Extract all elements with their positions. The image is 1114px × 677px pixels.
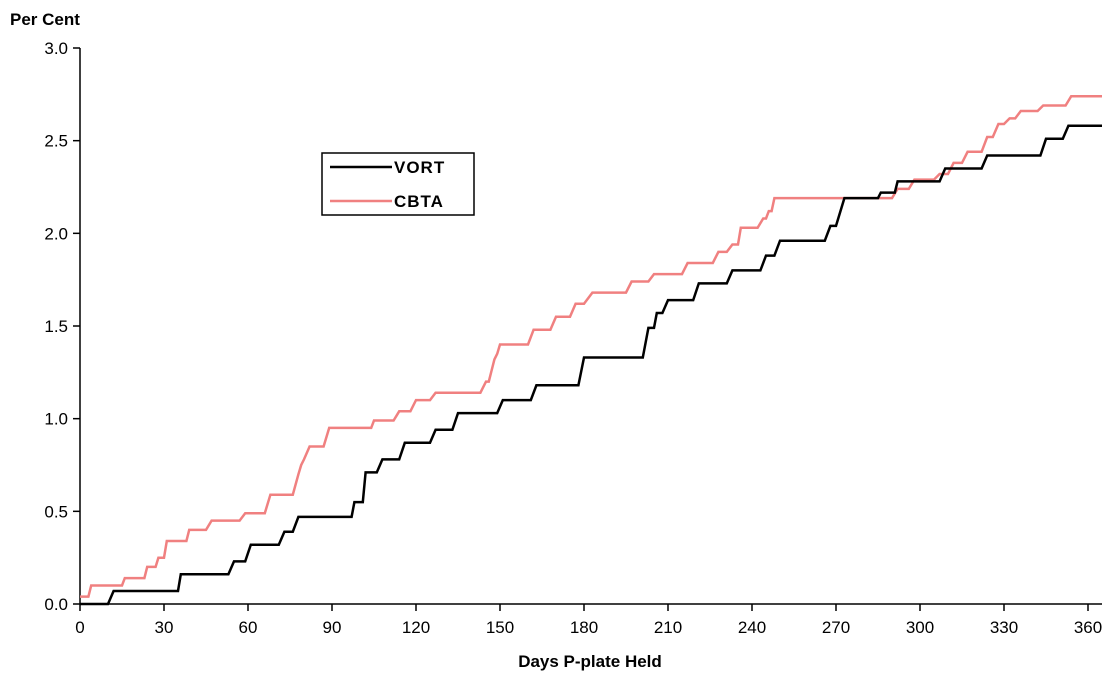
x-tick-label: 360 — [1074, 618, 1102, 637]
x-tick-label: 240 — [738, 618, 766, 637]
x-ticks: 0 30 60 90 120 150 180 210 240 270 300 330 360 — [75, 604, 1102, 637]
y-tick-label: 1.5 — [44, 317, 68, 336]
x-tick-label: 30 — [155, 618, 174, 637]
x-tick-label: 90 — [323, 618, 342, 637]
x-tick-label: 120 — [402, 618, 430, 637]
x-tick-label: 180 — [570, 618, 598, 637]
x-axis-title: Days P-plate Held — [518, 652, 662, 671]
y-tick-label: 2.0 — [44, 224, 68, 243]
x-tick-label: 0 — [75, 618, 84, 637]
legend-label-vort: VORT — [394, 158, 445, 177]
legend-box — [321, 152, 475, 216]
y-tick-label: 0.0 — [44, 595, 68, 614]
y-tick-label: 1.0 — [44, 410, 68, 429]
y-tick-label: 3.0 — [44, 39, 68, 58]
series-line-vort — [80, 124, 1102, 606]
x-tick-label: 150 — [486, 618, 514, 637]
x-tick-label: 300 — [906, 618, 934, 637]
x-tick-label: 270 — [822, 618, 850, 637]
x-tick-label: 60 — [239, 618, 258, 637]
x-tick-label: 330 — [990, 618, 1018, 637]
y-ticks: 0.0 0.5 1.0 1.5 2.0 2.5 3.0 — [44, 39, 80, 614]
x-tick-label: 210 — [654, 618, 682, 637]
series-line-cbta — [80, 94, 1102, 598]
y-axis-title: Per Cent — [10, 10, 80, 29]
y-tick-label: 0.5 — [44, 502, 68, 521]
y-tick-label: 2.5 — [44, 132, 68, 151]
series-group — [80, 94, 1102, 606]
legend: VORT CBTA — [321, 152, 475, 216]
legend-label-cbta: CBTA — [394, 192, 444, 211]
